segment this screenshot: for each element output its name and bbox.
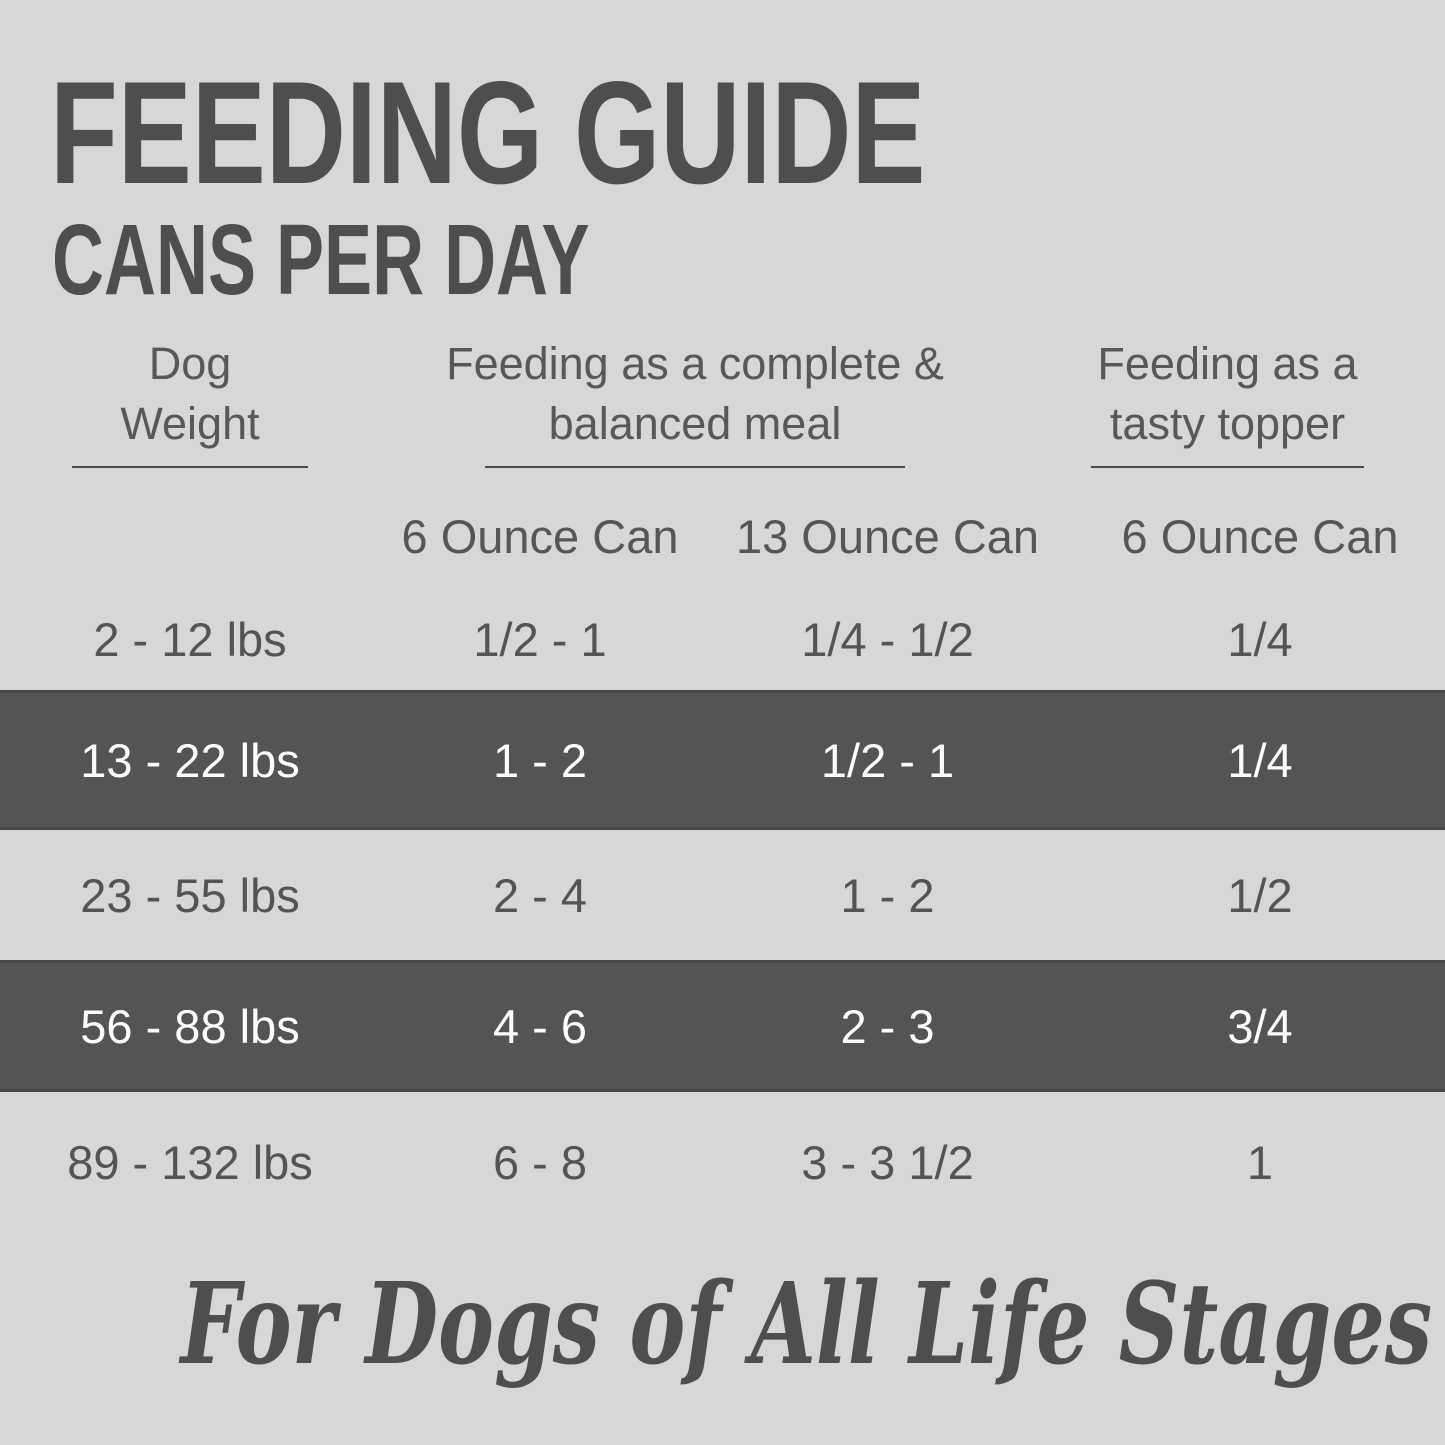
cell-meal-13oz: 2 - 3 <box>840 999 935 1053</box>
cell-meal-13oz: 1/2 - 1 <box>820 733 955 787</box>
cell-meal-6oz: 1/2 - 1 <box>473 612 607 666</box>
cell-meal-13oz: 1 - 2 <box>840 868 935 922</box>
table-subheader-row: 6 Ounce Can 13 Ounce Can 6 Ounce Can <box>0 500 1445 572</box>
cell-meal-6oz: 4 - 6 <box>492 999 588 1053</box>
cell-dog-weight: 56 - 88 lbs <box>80 999 300 1053</box>
cell-topper-6oz: 1/4 <box>1227 733 1293 787</box>
cell-meal-13oz: 3 - 3 1/2 <box>801 1135 974 1189</box>
column-header-line: Weight <box>120 398 260 449</box>
column-header-line: Feeding as a complete & <box>446 338 944 389</box>
table-body: 2 - 12 lbs 1/2 - 1 1/4 - 1/2 1/4 13 - 22… <box>0 588 1445 1232</box>
subheader-meal-6oz-can: 6 Ounce Can <box>401 509 679 563</box>
subheader-topper-6oz-can: 6 Ounce Can <box>1121 509 1399 563</box>
table-row-highlighted: 56 - 88 lbs 4 - 6 2 - 3 3/4 <box>0 960 1445 1092</box>
column-header-line: tasty topper <box>1109 398 1346 449</box>
page-title: FEEDING GUIDE <box>50 51 926 214</box>
cell-dog-weight: 13 - 22 lbs <box>80 733 300 787</box>
column-header-line: Feeding as a <box>1097 338 1358 389</box>
column-header-complete-meal: Feeding as a complete & balanced meal <box>380 334 1010 468</box>
column-header-tasty-topper: Feeding as a tasty topper <box>1010 334 1445 468</box>
table-row: 23 - 55 lbs 2 - 4 1 - 2 1/2 <box>0 830 1445 960</box>
table-row: 89 - 132 lbs 6 - 8 3 - 3 1/2 1 <box>0 1092 1445 1232</box>
cell-topper-6oz: 3/4 <box>1227 999 1293 1053</box>
table-row: 2 - 12 lbs 1/2 - 1 1/4 - 1/2 1/4 <box>0 588 1445 690</box>
cell-topper-6oz: 1/4 <box>1227 612 1293 666</box>
page-subtitle: CANS PER DAY <box>52 204 590 316</box>
table-row-highlighted: 13 - 22 lbs 1 - 2 1/2 - 1 1/4 <box>0 690 1445 830</box>
cell-meal-6oz: 1 - 2 <box>492 733 588 787</box>
cell-topper-6oz: 1/2 <box>1227 868 1293 922</box>
cell-dog-weight: 89 - 132 lbs <box>67 1135 313 1189</box>
subheader-meal-13oz-can: 13 Ounce Can <box>735 509 1040 563</box>
cell-topper-6oz: 1 <box>1246 1135 1274 1189</box>
cell-dog-weight: 23 - 55 lbs <box>80 868 300 922</box>
table-header-row: Dog Weight Feeding as a complete & balan… <box>0 334 1445 468</box>
cell-meal-13oz: 1/4 - 1/2 <box>801 612 974 666</box>
header-underline <box>72 466 308 468</box>
column-header-line: balanced meal <box>548 398 842 449</box>
column-header-line: Dog <box>148 338 232 389</box>
header-underline <box>1091 466 1364 468</box>
header-underline <box>485 466 905 468</box>
column-header-dog-weight: Dog Weight <box>0 334 380 468</box>
tagline: For Dogs of All Life Stages <box>180 1259 1433 1390</box>
cell-dog-weight: 2 - 12 lbs <box>93 612 287 666</box>
cell-meal-6oz: 2 - 4 <box>492 868 588 922</box>
cell-meal-6oz: 6 - 8 <box>492 1135 588 1189</box>
